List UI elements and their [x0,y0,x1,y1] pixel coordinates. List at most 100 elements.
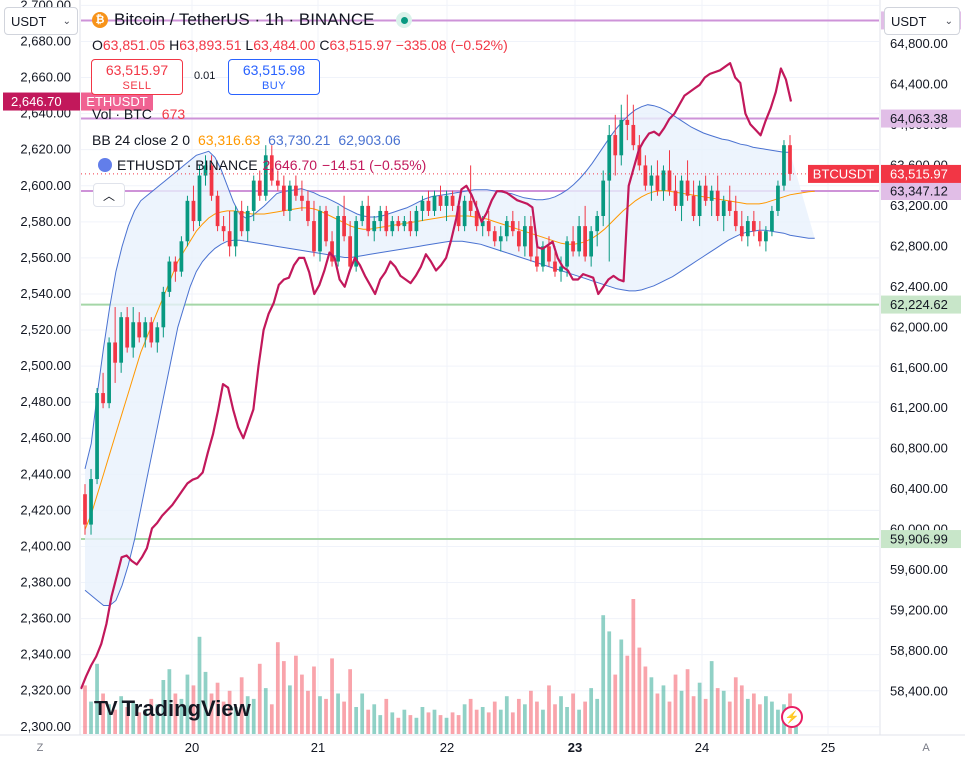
candle [661,165,666,201]
candle-body [384,210,389,232]
candle [595,210,600,247]
volume-bar [438,715,443,734]
candle-body [336,216,340,262]
volume-bar [227,690,232,734]
candle-body [492,231,497,242]
volume-bar [420,707,425,734]
candle-body [764,231,768,242]
flash-icon[interactable]: ⚡ [781,706,803,728]
candle [739,210,744,242]
volume-bar [203,671,208,734]
price-label-text: 59,906.99 [890,532,948,547]
candle [462,195,467,232]
volume-bar [745,698,750,734]
candle-body [498,236,503,242]
btc-symbol-tag-bg [808,164,879,183]
auto-scale-button[interactable]: A [922,742,930,754]
candle-body [516,231,521,247]
buy-button[interactable]: 63,515.98 BUY [228,59,320,95]
left-tick-label: 2,560.00 [20,250,71,265]
candle [197,165,202,227]
candle-body [257,180,262,196]
volume-bar [269,704,274,734]
candle-body [203,165,208,176]
symbol-title: Bitcoin / TetherUS · 1h · BINANCE [114,10,375,29]
volume-legend[interactable]: Vol · BTC 673 [92,106,185,122]
market-open-icon [396,12,413,28]
volume-bar [263,688,268,734]
left-unit-label: USDT [11,13,47,29]
volume-bar [691,696,696,734]
zoom-button[interactable]: Z [36,742,44,754]
volume-bar [529,690,533,734]
collapse-legend-button[interactable]: ︿ [93,183,125,207]
candle-body [456,205,461,227]
candle-body [715,190,720,217]
candle-body [312,221,316,252]
volume-bar [571,693,575,734]
right-tick-label: 58,800.00 [890,643,948,658]
candle-body [553,261,557,272]
sell-label: SELL [122,80,152,92]
volume-bar [595,698,600,734]
price-label-bg [881,109,961,128]
left-unit-select[interactable]: USDT ⌄ [4,7,78,35]
candle-body [631,124,636,146]
candle-body [649,175,654,186]
right-unit-select[interactable]: USDT ⌄ [884,7,960,35]
candle-body [215,195,220,227]
price-label-bg [881,530,961,549]
candle [366,195,371,237]
candle [504,216,509,242]
candle [288,180,292,222]
volume-bar [553,704,557,734]
candle-body [535,256,539,267]
volume-bar [197,636,202,734]
candle-body [281,185,286,211]
candle-body [197,175,202,222]
volume-bar [721,690,726,734]
candle-body [402,221,407,227]
right-tick-label: 62,000.00 [890,319,948,334]
candle [281,175,286,217]
candle [143,317,148,348]
left-tick-label: 2,660.00 [20,70,71,85]
left-tick-label: 2,360.00 [20,611,71,626]
candle [185,195,190,247]
volume-bar [685,669,690,734]
volume-bar [649,677,654,734]
candle-body [776,185,780,211]
candle-body [697,185,702,217]
bb-legend[interactable]: BB 24 close 2 0 63,316.63 63,730.21 62,9… [92,132,401,148]
eth-legend[interactable]: ETHUSDT · BINANCE 2,646.70 −14.51 (−0.55… [98,157,426,173]
volume-bar [498,709,503,734]
volume-bar [468,698,473,734]
volume-bar [770,701,774,734]
candle-body [173,261,178,272]
candle-body [751,221,756,232]
volume-bar [613,674,618,734]
candle [191,185,196,232]
candle [667,150,672,196]
volume-bar [209,693,214,734]
volume-bar [577,709,581,734]
candle [426,190,431,217]
candle-body [565,241,569,267]
volume-bar [492,701,497,734]
candle [113,307,117,383]
sell-button[interactable]: 63,515.97 SELL [91,59,183,95]
symbol-header[interactable]: ₿ Bitcoin / TetherUS · 1h · BINANCE [92,10,413,30]
candle-body [438,195,443,206]
btc-last-price-bg [881,164,961,183]
volume-bar [601,615,606,734]
volume-bar [541,709,545,734]
price-label-text: 62,224.62 [890,297,948,312]
volume-bar [125,707,130,734]
candle-body [655,175,660,191]
volume-bar [89,701,93,734]
candle [583,205,587,262]
buy-price: 63,515.98 [242,62,306,78]
candle [402,216,407,232]
tradingview-logo[interactable]: TV TradingView [94,696,251,722]
